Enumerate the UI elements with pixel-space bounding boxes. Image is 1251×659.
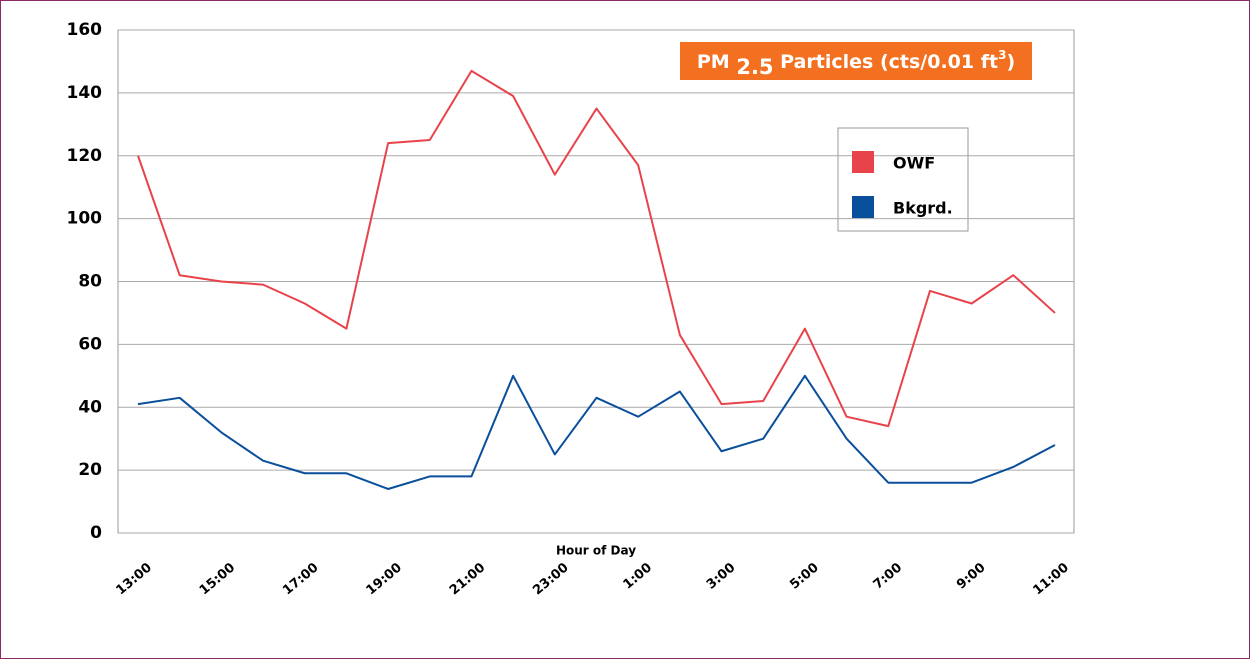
y-tick-label: 160 xyxy=(67,20,103,40)
title-part: ) xyxy=(1006,51,1015,73)
title-part: Particles (cts/0.01 ft xyxy=(780,51,998,73)
legend-label: Bkgrd. xyxy=(893,199,953,218)
legend-swatch xyxy=(852,196,874,218)
legend-label: OWF xyxy=(893,154,935,173)
y-tick-label: 40 xyxy=(78,397,102,417)
title-box xyxy=(680,42,1032,80)
y-tick-label: 0 xyxy=(90,523,102,543)
title-part: PM xyxy=(697,51,730,73)
series-line xyxy=(137,374,1056,490)
title-sup: 3 xyxy=(998,48,1006,62)
chart-title: PM 2.5 Particles (cts/0.01 ft3) xyxy=(697,48,1015,80)
y-tick-label: 100 xyxy=(67,209,103,229)
y-tick-label: 20 xyxy=(78,460,102,480)
y-tick-label: 140 xyxy=(67,83,103,103)
x-axis-label: Hour of Day xyxy=(556,544,636,558)
legend-swatch xyxy=(852,151,874,173)
y-tick-label: 80 xyxy=(78,272,102,292)
series-line xyxy=(137,69,1056,428)
title-sub: 2.5 xyxy=(736,55,773,79)
y-tick-label: 120 xyxy=(67,146,103,166)
y-tick-label: 60 xyxy=(78,334,102,354)
